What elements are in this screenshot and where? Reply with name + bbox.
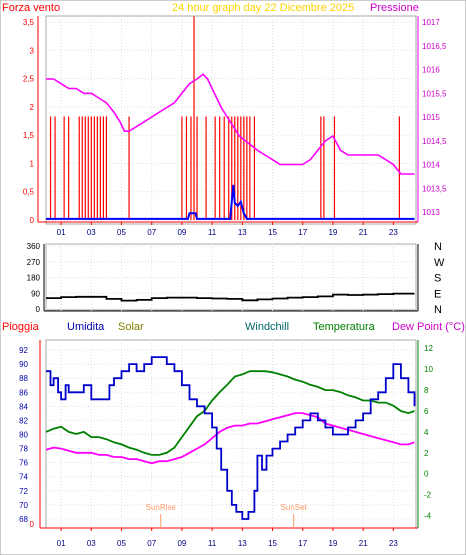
mid-compass-label: E <box>434 288 441 300</box>
bot-left-tick-label: 68 <box>19 515 28 524</box>
mid-compass-label: W <box>434 257 445 269</box>
mid-left-tick-label: 360 <box>27 242 41 251</box>
rain-zero-tick: 0 <box>30 520 35 529</box>
top-right-tick-label: 1015 <box>422 113 440 122</box>
mid-compass-label: N <box>434 304 442 316</box>
bot-left-tick-label: 90 <box>19 360 28 369</box>
top-right-tick-label: 1016 <box>422 66 440 75</box>
bot-left-tick-label: 82 <box>19 416 28 425</box>
top-right-tick-label: 1013,5 <box>422 184 447 193</box>
bot-right-tick-label: 8 <box>424 386 429 395</box>
top-left-tick-label: 2 <box>30 103 35 112</box>
dewpoint-title: Dew Point (°C) <box>392 321 465 333</box>
top-hour-label: 13 <box>238 228 247 237</box>
dewpoint-line <box>45 412 415 465</box>
humidity-title: Umidita <box>67 321 105 333</box>
bot-left-tick-label: 72 <box>19 487 28 496</box>
windchill-title: Windchill <box>245 321 289 333</box>
top-right-tick-label: 1014 <box>422 161 440 170</box>
bot-right-tick-label: 10 <box>424 365 433 374</box>
bot-left-tick-label: 92 <box>19 346 28 355</box>
sunset-label: SunSet <box>281 503 308 512</box>
bot-right-tick-label: -2 <box>424 491 432 500</box>
bot-right-tick-label: -4 <box>424 512 432 521</box>
top-center-title: 24 hour graph day 22 Dicembre 2025 <box>172 2 354 14</box>
mid-left-tick-label: 180 <box>27 274 41 283</box>
bot-left-tick-label: 74 <box>19 473 28 482</box>
top-plot-frame <box>45 15 417 225</box>
bot-right-tick-label: 0 <box>424 470 429 479</box>
top-hour-label: 11 <box>208 228 217 237</box>
top-hour-label: 05 <box>117 228 126 237</box>
top-hour-label: 21 <box>359 228 368 237</box>
mid-left-tick-label: 0 <box>36 305 41 314</box>
bot-left-tick-label: 70 <box>19 501 28 510</box>
top-hour-label: 15 <box>268 228 277 237</box>
temperature-line <box>45 370 415 456</box>
bot-hour-label: 21 <box>359 539 368 548</box>
rain-title: Pioggia <box>2 321 40 333</box>
mid-compass-label: S <box>434 273 441 285</box>
bot-left-tick-label: 78 <box>19 445 28 454</box>
mid-compass-label: N <box>434 241 442 253</box>
bot-hour-label: 11 <box>208 539 217 548</box>
bot-right-tick-label: 4 <box>424 428 429 437</box>
top-left-tick-label: 3,5 <box>23 18 35 27</box>
temperature-title: Temperatura <box>313 321 376 333</box>
humidity-line <box>46 356 416 520</box>
mid-plot-frame <box>45 243 417 311</box>
bot-left-tick-label: 88 <box>19 374 28 383</box>
top-hour-label: 23 <box>389 228 398 237</box>
top-left-tick-label: 0,5 <box>23 188 35 197</box>
top-hour-label: 09 <box>177 228 186 237</box>
solar-title: Solar <box>118 321 144 333</box>
bot-left-tick-label: 76 <box>19 459 28 468</box>
top-hour-label: 19 <box>328 228 337 237</box>
top-right-tick-label: 1015,5 <box>422 89 447 98</box>
bot-right-tick-label: 12 <box>424 344 433 353</box>
top-hour-label: 17 <box>298 228 307 237</box>
bot-hour-label: 09 <box>177 539 186 548</box>
top-hour-label: 07 <box>147 228 156 237</box>
bot-hour-label: 13 <box>238 539 247 548</box>
sunrise-label: SunRise <box>146 503 177 512</box>
top-right-tick-label: 1017 <box>422 18 440 27</box>
top-right-title: Pressione <box>370 2 419 14</box>
top-left-tick-label: 2,5 <box>23 75 35 84</box>
top-right-tick-label: 1014,5 <box>422 137 447 146</box>
bot-left-tick-label: 80 <box>19 431 28 440</box>
bot-hour-label: 17 <box>298 539 307 548</box>
mid-left-tick-label: 90 <box>31 289 40 298</box>
mid-left-tick-label: 270 <box>27 258 41 267</box>
top-right-tick-label: 1013 <box>422 208 440 217</box>
wind-direction-line <box>46 292 415 302</box>
top-right-tick-label: 1016,5 <box>422 42 447 51</box>
pressure-line <box>46 73 415 175</box>
bot-hour-label: 07 <box>147 539 156 548</box>
bot-hour-label: 05 <box>117 539 126 548</box>
bot-left-tick-label: 86 <box>19 388 28 397</box>
top-left-title: Forza vento <box>2 2 60 14</box>
bot-hour-label: 03 <box>87 539 96 548</box>
bot-hour-label: 01 <box>57 539 66 548</box>
wind-line <box>46 184 415 220</box>
top-left-tick-label: 1,5 <box>23 131 35 140</box>
top-hour-label: 03 <box>87 228 96 237</box>
bot-right-tick-label: 6 <box>424 407 429 416</box>
top-left-tick-label: 0 <box>30 216 35 225</box>
top-hour-label: 01 <box>57 228 66 237</box>
top-left-tick-label: 3 <box>30 46 35 55</box>
bot-left-tick-label: 84 <box>19 402 28 411</box>
bot-hour-label: 23 <box>389 539 398 548</box>
bot-right-tick-label: 2 <box>424 449 429 458</box>
bot-hour-label: 15 <box>268 539 277 548</box>
top-left-tick-label: 1 <box>30 159 35 168</box>
bot-hour-label: 19 <box>328 539 337 548</box>
